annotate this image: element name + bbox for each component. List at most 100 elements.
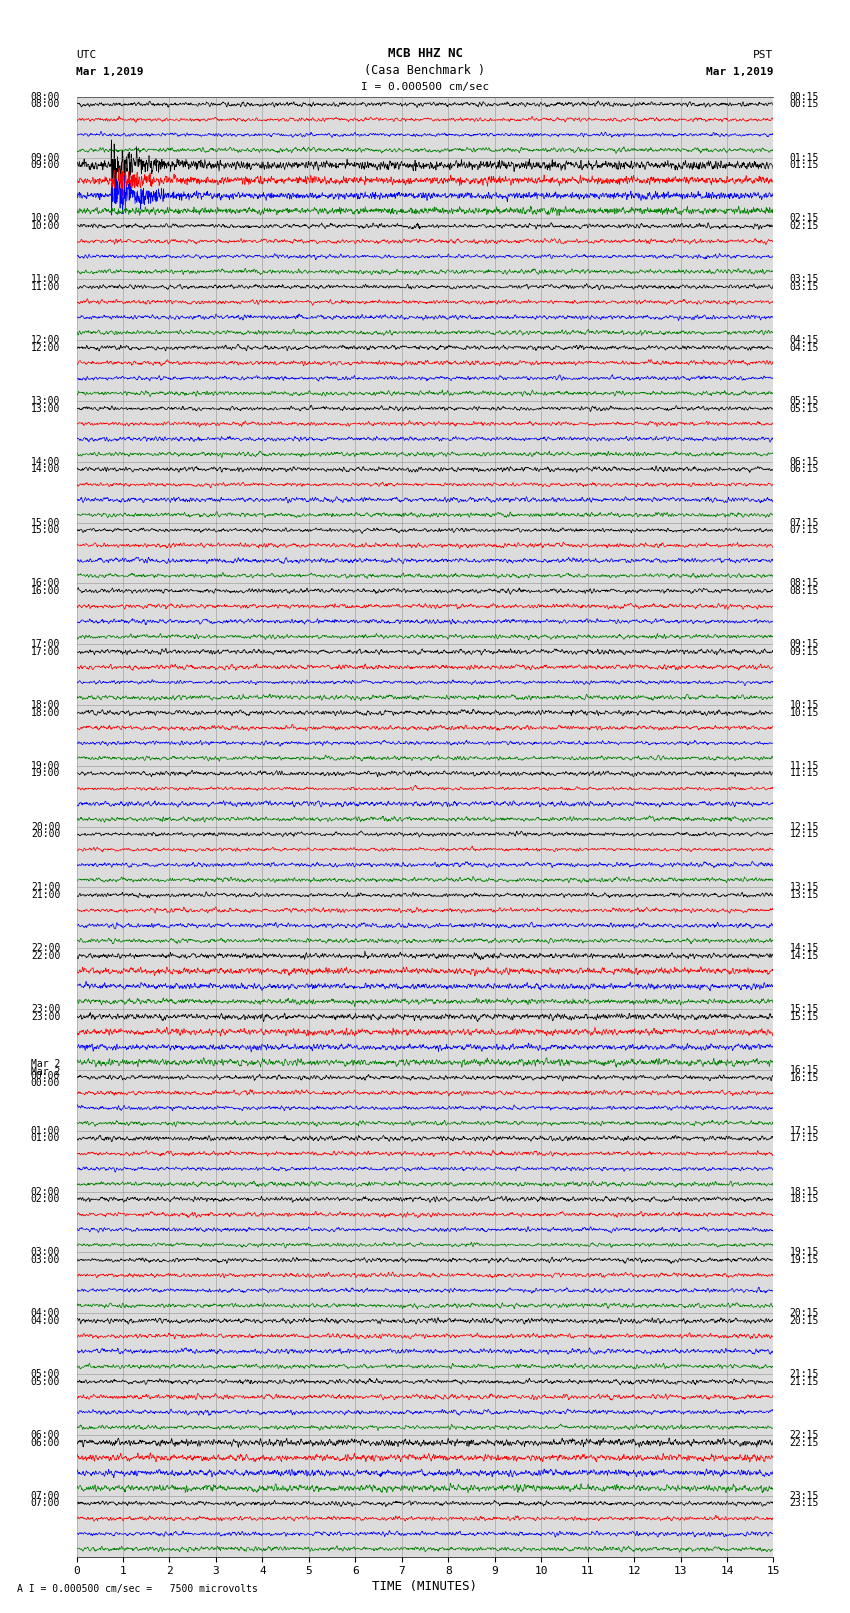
Text: 23:00: 23:00: [31, 1005, 60, 1015]
Text: 04:15: 04:15: [790, 336, 819, 345]
Text: 09:15: 09:15: [790, 647, 819, 656]
Text: 03:00: 03:00: [31, 1255, 60, 1265]
Text: 03:15: 03:15: [790, 274, 819, 284]
Text: 17:15: 17:15: [790, 1126, 819, 1136]
Text: 20:00: 20:00: [31, 821, 60, 832]
Text: 03:00: 03:00: [31, 1247, 60, 1258]
Text: 09:00: 09:00: [31, 160, 60, 171]
Text: 14:15: 14:15: [790, 944, 819, 953]
Text: 08:00: 08:00: [31, 92, 60, 102]
Text: 01:00: 01:00: [31, 1126, 60, 1136]
Text: 13:15: 13:15: [790, 890, 819, 900]
Text: (Casa Benchmark ): (Casa Benchmark ): [365, 63, 485, 77]
Text: 21:15: 21:15: [790, 1369, 819, 1379]
Text: MCB HHZ NC: MCB HHZ NC: [388, 47, 462, 60]
Text: 23:00: 23:00: [31, 1011, 60, 1021]
Text: Mar 1,2019: Mar 1,2019: [706, 66, 774, 77]
Text: 09:00: 09:00: [31, 153, 60, 163]
Text: 06:00: 06:00: [31, 1429, 60, 1440]
Text: 05:15: 05:15: [790, 403, 819, 413]
Text: 23:15: 23:15: [790, 1490, 819, 1500]
Text: 20:00: 20:00: [31, 829, 60, 839]
Text: 10:00: 10:00: [31, 221, 60, 231]
Text: 20:15: 20:15: [790, 1308, 819, 1318]
Text: Mar 2
00:00: Mar 2 00:00: [31, 1066, 60, 1089]
Text: 19:00: 19:00: [31, 761, 60, 771]
Text: Mar 1,2019: Mar 1,2019: [76, 66, 144, 77]
Text: 01:15: 01:15: [790, 153, 819, 163]
Text: A I = 0.000500 cm/sec =   7500 microvolts: A I = 0.000500 cm/sec = 7500 microvolts: [17, 1584, 258, 1594]
Text: 02:15: 02:15: [790, 221, 819, 231]
Text: 17:15: 17:15: [790, 1134, 819, 1144]
Text: 06:00: 06:00: [31, 1437, 60, 1447]
Text: 18:00: 18:00: [31, 708, 60, 718]
Text: 13:15: 13:15: [790, 882, 819, 892]
Text: 21:15: 21:15: [790, 1376, 819, 1387]
Text: 19:15: 19:15: [790, 1255, 819, 1265]
Text: 19:15: 19:15: [790, 1247, 819, 1258]
Text: 02:00: 02:00: [31, 1187, 60, 1197]
Text: 15:15: 15:15: [790, 1011, 819, 1021]
Text: 22:00: 22:00: [31, 944, 60, 953]
Text: 12:00: 12:00: [31, 342, 60, 353]
Text: 05:00: 05:00: [31, 1376, 60, 1387]
Text: 17:00: 17:00: [31, 647, 60, 656]
Text: 18:15: 18:15: [790, 1194, 819, 1205]
Text: 23:15: 23:15: [790, 1498, 819, 1508]
Text: Mar 2
00:00: Mar 2 00:00: [31, 1060, 60, 1081]
Text: 14:15: 14:15: [790, 952, 819, 961]
Text: 20:15: 20:15: [790, 1316, 819, 1326]
Text: 11:15: 11:15: [790, 768, 819, 779]
Text: I = 0.000500 cm/sec: I = 0.000500 cm/sec: [361, 82, 489, 92]
Text: 22:00: 22:00: [31, 952, 60, 961]
Text: 18:00: 18:00: [31, 700, 60, 710]
Text: 22:15: 22:15: [790, 1437, 819, 1447]
Text: 00:15: 00:15: [790, 100, 819, 110]
X-axis label: TIME (MINUTES): TIME (MINUTES): [372, 1581, 478, 1594]
Text: 03:15: 03:15: [790, 282, 819, 292]
Text: 11:00: 11:00: [31, 274, 60, 284]
Text: 14:00: 14:00: [31, 456, 60, 466]
Text: UTC: UTC: [76, 50, 97, 60]
Text: 11:15: 11:15: [790, 761, 819, 771]
Text: 07:00: 07:00: [31, 1498, 60, 1508]
Text: 02:00: 02:00: [31, 1194, 60, 1205]
Text: 16:15: 16:15: [790, 1073, 819, 1082]
Text: 02:15: 02:15: [790, 213, 819, 224]
Text: 10:15: 10:15: [790, 708, 819, 718]
Text: 15:00: 15:00: [31, 518, 60, 527]
Text: 00:15: 00:15: [790, 92, 819, 102]
Text: 07:15: 07:15: [790, 526, 819, 536]
Text: 15:00: 15:00: [31, 526, 60, 536]
Text: 08:15: 08:15: [790, 586, 819, 595]
Text: 21:00: 21:00: [31, 890, 60, 900]
Text: PST: PST: [753, 50, 774, 60]
Text: 16:15: 16:15: [790, 1065, 819, 1074]
Text: 18:15: 18:15: [790, 1187, 819, 1197]
Text: 08:15: 08:15: [790, 579, 819, 589]
Text: 07:00: 07:00: [31, 1490, 60, 1500]
Text: 07:15: 07:15: [790, 518, 819, 527]
Text: 12:00: 12:00: [31, 336, 60, 345]
Text: 14:00: 14:00: [31, 465, 60, 474]
Text: 08:00: 08:00: [31, 100, 60, 110]
Text: 10:15: 10:15: [790, 700, 819, 710]
Text: 21:00: 21:00: [31, 882, 60, 892]
Text: 17:00: 17:00: [31, 639, 60, 648]
Text: 12:15: 12:15: [790, 829, 819, 839]
Text: 19:00: 19:00: [31, 768, 60, 779]
Text: 10:00: 10:00: [31, 213, 60, 224]
Text: 04:00: 04:00: [31, 1308, 60, 1318]
Text: 05:00: 05:00: [31, 1369, 60, 1379]
Text: 06:15: 06:15: [790, 456, 819, 466]
Text: 09:15: 09:15: [790, 639, 819, 648]
Text: 16:00: 16:00: [31, 579, 60, 589]
Text: 11:00: 11:00: [31, 282, 60, 292]
Text: 01:15: 01:15: [790, 160, 819, 171]
Text: 04:15: 04:15: [790, 342, 819, 353]
Text: 13:00: 13:00: [31, 403, 60, 413]
Text: 22:15: 22:15: [790, 1429, 819, 1440]
Text: 15:15: 15:15: [790, 1005, 819, 1015]
Text: 12:15: 12:15: [790, 821, 819, 832]
Text: 01:00: 01:00: [31, 1134, 60, 1144]
